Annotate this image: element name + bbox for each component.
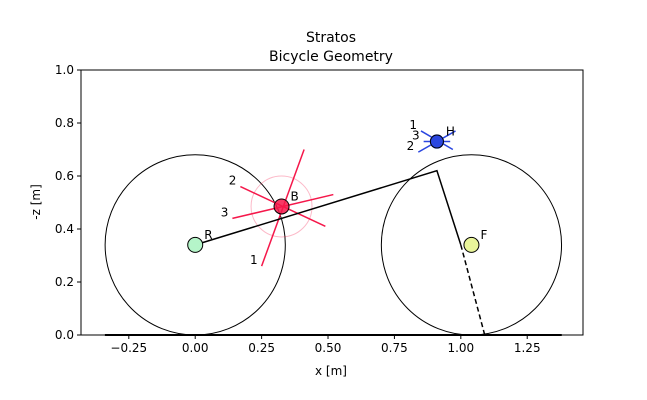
- y-axis-label: -z [m]: [29, 184, 43, 220]
- point-label: F: [480, 228, 487, 242]
- chart-subtitle: Bicycle Geometry: [269, 49, 393, 65]
- y-tick-label: 0.8: [55, 116, 74, 130]
- point-label: R: [204, 228, 212, 242]
- x-tick-label: −0.25: [110, 341, 147, 355]
- y-axis: 0.0 0.2 0.4 0.6 0.8 1.0: [55, 63, 81, 342]
- principal-axis-label: 3: [412, 129, 420, 143]
- principal-axis-label: 2: [407, 139, 415, 153]
- point-label: H: [446, 125, 455, 139]
- point-F: [463, 236, 480, 253]
- x-tick-label: 0.00: [182, 341, 209, 355]
- frame-line: [194, 169, 462, 246]
- point-B: [273, 198, 290, 215]
- x-tick-label: 0.50: [315, 341, 342, 355]
- x-tick-label: 1.25: [514, 341, 541, 355]
- y-tick-label: 0.6: [55, 169, 74, 183]
- y-tick-label: 1.0: [55, 63, 74, 77]
- y-tick-label: 0.4: [55, 222, 74, 236]
- point-label: B: [291, 189, 299, 203]
- x-axis-label: x [m]: [315, 364, 347, 378]
- y-tick-label: 0.2: [55, 275, 74, 289]
- x-tick-label: 0.25: [248, 341, 275, 355]
- principal-axis-label: 3: [221, 205, 229, 219]
- inertia-ellipse-B: [250, 175, 313, 238]
- y-tick-label: 0.0: [55, 328, 74, 342]
- principal-axis-label: 2: [229, 174, 237, 188]
- principal-axis-label: 1: [250, 253, 258, 267]
- axes-frame: [80, 69, 584, 336]
- principal-axis-label: 1: [409, 118, 417, 132]
- x-tick-label: 0.75: [381, 341, 408, 355]
- x-axis: −0.25 0.00 0.25 0.50 0.75 1.00 1.25: [110, 335, 541, 355]
- point-H: [429, 134, 444, 149]
- chart-title: Stratos: [306, 30, 356, 46]
- point-R: [187, 236, 204, 253]
- x-tick-label: 1.00: [447, 341, 474, 355]
